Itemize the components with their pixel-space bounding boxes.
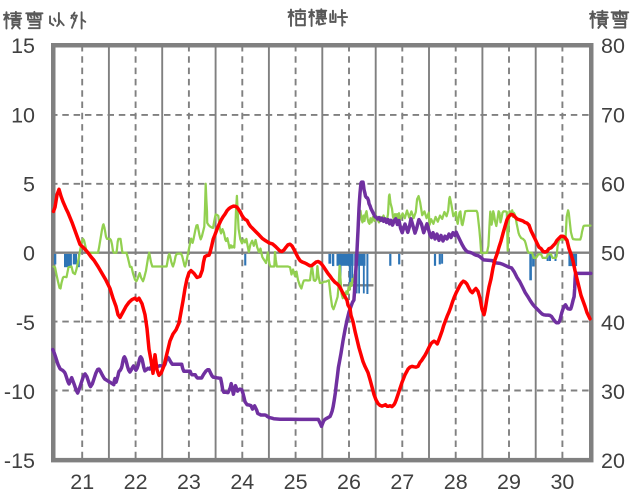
svg-text:50: 50: [601, 242, 625, 266]
svg-text:0: 0: [23, 242, 35, 266]
svg-text:5: 5: [23, 173, 35, 197]
svg-text:30: 30: [550, 470, 574, 494]
svg-text:22: 22: [124, 470, 148, 494]
svg-text:26: 26: [337, 470, 361, 494]
svg-text:30: 30: [601, 380, 625, 404]
svg-text:40: 40: [601, 311, 625, 335]
svg-text:25: 25: [284, 470, 308, 494]
svg-text:20: 20: [601, 449, 625, 473]
svg-text:-5: -5: [16, 311, 35, 335]
svg-text:80: 80: [601, 34, 625, 58]
svg-text:15: 15: [11, 34, 35, 58]
svg-text:23: 23: [177, 470, 201, 494]
svg-text:60: 60: [601, 173, 625, 197]
svg-text:27: 27: [390, 470, 414, 494]
svg-text:70: 70: [601, 103, 625, 127]
svg-text:-15: -15: [4, 449, 35, 473]
svg-text:-10: -10: [4, 380, 35, 404]
svg-text:24: 24: [230, 470, 254, 494]
svg-text:21: 21: [70, 470, 94, 494]
svg-text:10: 10: [11, 103, 35, 127]
svg-text:28: 28: [444, 470, 468, 494]
svg-text:29: 29: [497, 470, 521, 494]
